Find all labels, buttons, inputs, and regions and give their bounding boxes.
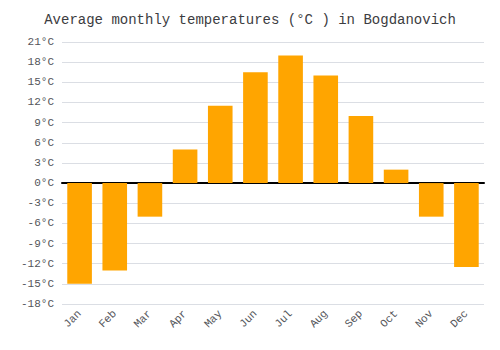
svg-text:0°C: 0°C: [34, 177, 54, 189]
svg-text:Dec: Dec: [448, 308, 470, 330]
svg-text:May: May: [202, 307, 225, 330]
svg-text:9°C: 9°C: [34, 117, 54, 129]
svg-text:-18°C: -18°C: [21, 298, 54, 310]
svg-text:Jul: Jul: [272, 308, 294, 330]
svg-text:Nov: Nov: [413, 307, 436, 330]
svg-text:-12°C: -12°C: [21, 258, 54, 270]
svg-text:Aug: Aug: [308, 308, 330, 330]
svg-text:Oct: Oct: [378, 308, 400, 330]
svg-text:Average monthly temperatures (: Average monthly temperatures (°C ) in Bo…: [44, 12, 456, 28]
svg-text:-3°C: -3°C: [28, 197, 55, 209]
svg-text:12°C: 12°C: [28, 96, 55, 108]
svg-text:21°C: 21°C: [28, 36, 55, 48]
svg-text:-15°C: -15°C: [21, 278, 54, 290]
svg-text:Apr: Apr: [167, 308, 189, 330]
svg-text:-9°C: -9°C: [28, 238, 55, 250]
svg-text:3°C: 3°C: [34, 157, 54, 169]
svg-text:Mar: Mar: [132, 308, 154, 330]
svg-text:Feb: Feb: [97, 308, 119, 330]
svg-text:Jun: Jun: [237, 308, 259, 330]
svg-text:Jan: Jan: [61, 308, 83, 330]
svg-text:6°C: 6°C: [34, 137, 54, 149]
svg-text:15°C: 15°C: [28, 76, 55, 88]
svg-text:18°C: 18°C: [28, 56, 55, 68]
svg-text:-6°C: -6°C: [28, 217, 55, 229]
svg-text:Sep: Sep: [343, 308, 365, 330]
